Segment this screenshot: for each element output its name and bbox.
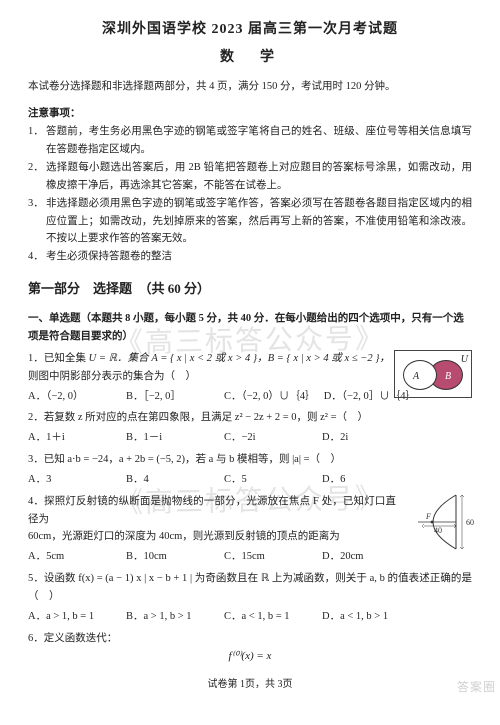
notice-number: 2． bbox=[28, 159, 46, 195]
q5-opt-c: C．a < 1, b = 1 bbox=[224, 608, 322, 626]
q5-opt-d: D．a < 1, b > 1 bbox=[322, 608, 420, 626]
question-2: 2．若复数 z 所对应的点在第四象限，且满足 z² − 2z + 2 = 0，则… bbox=[28, 409, 472, 447]
subject-title: 数 学 bbox=[28, 46, 472, 70]
part1-title: 第一部分 选择题 （共 60 分） bbox=[28, 278, 472, 300]
svg-text:60: 60 bbox=[466, 518, 474, 527]
venn-label-a: A bbox=[413, 368, 419, 385]
q3-stem: 3．已知 a·b = −24，a + 2b = (−5, 2)，若 a 与 b … bbox=[28, 451, 472, 469]
q4-opt-c: C．15cm bbox=[224, 548, 322, 566]
section1-instruction: 一、单选题（本题共 8 小题，每小题 5 分，共 40 分．在每小题给出的四个选… bbox=[28, 310, 472, 346]
venn-circle-a bbox=[403, 360, 437, 390]
q4-opt-b: B．10cm bbox=[126, 548, 224, 566]
notice-text: 考生必须保持答题卷的整洁 bbox=[46, 248, 472, 266]
q1-opt-b: B．［−2, 0］ bbox=[126, 388, 224, 406]
exam-title: 深圳外国语学校 2023 届高三第一次月考试题 bbox=[28, 18, 472, 42]
page-footer: 试卷第 1页，共 3页 bbox=[28, 676, 472, 693]
q2-opt-b: B．1－i bbox=[126, 429, 224, 447]
venn-label-u: U bbox=[461, 351, 468, 368]
q3-opt-d: D．6 bbox=[322, 471, 420, 489]
q6-stem: 6．定义函数迭代： bbox=[28, 630, 472, 648]
q2-opt-a: A．1＋i bbox=[28, 429, 126, 447]
q2-opt-c: C．−2i bbox=[224, 429, 322, 447]
q6-equation: f⁽⁰⁾(x) = x bbox=[28, 647, 472, 666]
q3-opt-b: B．4 bbox=[126, 471, 224, 489]
q1-opt-a: A．（−2, 0） bbox=[28, 388, 126, 406]
notice-number: 3． bbox=[28, 195, 46, 249]
q5-stem: 5．设函数 f(x) = (a − 1) x | x − b + 1 | 为奇函… bbox=[28, 570, 472, 606]
notice-text: 非选择题必须用黑色字迹的钢笔或签字笔作答，答案必须写在答题卷各题目指定区域内的相… bbox=[46, 195, 472, 249]
reflector-diagram: F 40 60 bbox=[406, 493, 480, 551]
venn-label-b: B bbox=[445, 368, 451, 385]
q3-opt-a: A．3 bbox=[28, 471, 126, 489]
question-1: U A B 1．已知全集 U = ℝ．集合 A = { x | x < 2 或 … bbox=[28, 350, 472, 406]
question-4: F 40 60 4．探照灯反射镜的纵断面是抛物线的一部分，光源放在焦点 F 处，… bbox=[28, 493, 472, 566]
svg-text:F: F bbox=[425, 512, 431, 521]
q4-options: A．5cm B．10cm C．15cm D．20cm bbox=[28, 548, 472, 566]
q1-opt-c: C．（−2, 0）∪｛4｝ bbox=[224, 388, 324, 406]
q3-options: A．3 B．4 C．5 D．6 bbox=[28, 471, 472, 489]
q2-options: A．1＋i B．1－i C．−2i D．2i bbox=[28, 429, 472, 447]
svg-text:40: 40 bbox=[434, 526, 442, 535]
q4-opt-d: D．20cm bbox=[322, 548, 420, 566]
question-5: 5．设函数 f(x) = (a − 1) x | x − b + 1 | 为奇函… bbox=[28, 570, 472, 626]
notices-list: 1．答题前，考生务必用黑色字迹的钢笔或签字笔将自己的姓名、班级、座位号等相关信息… bbox=[28, 123, 472, 266]
question-3: 3．已知 a·b = −24，a + 2b = (−5, 2)，若 a 与 b … bbox=[28, 451, 472, 489]
q4-opt-a: A．5cm bbox=[28, 548, 126, 566]
q5-options: A．a > 1, b = 1 B．a > 1, b > 1 C．a < 1, b… bbox=[28, 608, 472, 626]
notice-text: 选择题每小题选出答案后，用 2B 铅笔把答题卷上对应题目的答案标号涂黑，如需改动… bbox=[46, 159, 472, 195]
exam-intro: 本试卷分选择题和非选择题两部分，共 4 页，满分 150 分，考试用时 120 … bbox=[28, 78, 472, 96]
question-6: 6．定义函数迭代： f⁽⁰⁾(x) = x bbox=[28, 630, 472, 667]
notice-text: 答题前，考生务必用黑色字迹的钢笔或签字笔将自己的姓名、班级、座位号等相关信息填写… bbox=[46, 123, 472, 159]
notice-number: 1． bbox=[28, 123, 46, 159]
q2-opt-d: D．2i bbox=[322, 429, 420, 447]
q2-stem: 2．若复数 z 所对应的点在第四象限，且满足 z² − 2z + 2 = 0，则… bbox=[28, 409, 472, 427]
notice-number: 4． bbox=[28, 248, 46, 266]
q3-opt-c: C．5 bbox=[224, 471, 322, 489]
venn-diagram: U A B bbox=[394, 350, 472, 398]
q5-opt-a: A．a > 1, b = 1 bbox=[28, 608, 126, 626]
q5-opt-b: B．a > 1, b > 1 bbox=[126, 608, 224, 626]
notices-heading: 注意事项： bbox=[28, 105, 472, 123]
